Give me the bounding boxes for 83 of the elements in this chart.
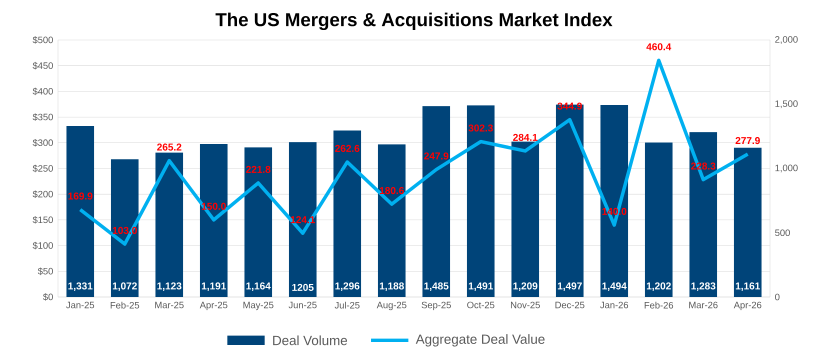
- x-tick-label: Sep-25: [422, 302, 451, 310]
- y-tick-label: $450: [32, 62, 53, 70]
- data-label: 1,497: [558, 282, 582, 291]
- data-label: 1205: [292, 284, 314, 291]
- x-tick-label: Jan-25: [66, 302, 94, 308]
- x-tick-label: May-25: [243, 302, 274, 310]
- legend-label: Aggregate Deal Value: [416, 334, 545, 347]
- data-label: 1,191: [202, 282, 226, 291]
- bar: [288, 142, 317, 297]
- data-label: 1,072: [112, 282, 137, 291]
- bar: [378, 144, 406, 297]
- data-label: 1,164: [246, 282, 271, 291]
- x-tick-label: Mar-26: [689, 302, 718, 308]
- y2-tick-label: 2,000: [775, 36, 798, 44]
- bar: [511, 142, 540, 297]
- data-label: 277.9: [736, 137, 760, 144]
- x-tick-label: Oct-25: [467, 302, 494, 308]
- data-label: 1,331: [68, 282, 92, 291]
- data-label: 265.2: [157, 144, 182, 151]
- data-label: 169.9: [68, 192, 92, 200]
- y2-tick-label: 1,000: [775, 164, 798, 172]
- x-tick-label: Apr-25: [200, 302, 228, 310]
- y-tick-label: $250: [32, 164, 53, 172]
- data-label: 1,494: [602, 282, 627, 291]
- data-label: 262.6: [335, 144, 360, 152]
- y2-tick-label: 0: [775, 294, 780, 300]
- bar: [734, 148, 762, 297]
- bar: [66, 126, 94, 297]
- x-tick-label: Jan-26: [600, 302, 628, 308]
- data-label: 221.8: [246, 166, 270, 173]
- chart-title: The US Mergers & Acquisitions Market Index: [216, 12, 612, 30]
- data-label: 1,296: [335, 282, 360, 291]
- data-label: 1,123: [157, 282, 182, 291]
- y-tick-label: $0: [43, 293, 53, 301]
- data-label: 1,209: [513, 282, 538, 291]
- data-label: 103.0: [112, 226, 137, 234]
- y-tick-label: $100: [32, 242, 53, 250]
- y-tick-label: $500: [32, 36, 53, 44]
- data-label: 247.9: [424, 152, 448, 160]
- x-tick-label: Dec-25: [555, 302, 584, 308]
- data-label: 302.3: [468, 124, 493, 132]
- data-label: 1,188: [380, 282, 404, 291]
- legend-label: Deal Volume: [273, 335, 348, 346]
- bar: [200, 144, 228, 297]
- bar: [689, 132, 718, 297]
- y2-tick-label: 1,500: [775, 100, 798, 108]
- data-label: 180.6: [380, 187, 404, 194]
- data-label: 284.1: [513, 134, 538, 141]
- data-label: 140.0: [602, 208, 626, 215]
- bar: [155, 152, 184, 297]
- data-label: 1,485: [424, 282, 448, 291]
- bar: [466, 105, 495, 297]
- bar: [422, 106, 450, 297]
- data-label: 1,161: [736, 282, 760, 291]
- x-tick-label: Jul-25: [334, 302, 360, 309]
- x-tick-label: Nov-25: [510, 302, 540, 308]
- y-tick-label: $200: [32, 190, 53, 198]
- bar: [556, 104, 584, 297]
- y-tick-label: $400: [32, 88, 53, 96]
- x-tick-label: Feb-26: [644, 302, 674, 309]
- bar: [644, 142, 673, 297]
- data-label: 460.4: [646, 43, 672, 50]
- x-tick-label: Aug-25: [376, 302, 406, 310]
- bar: [244, 147, 272, 297]
- y-tick-label: $50: [38, 268, 53, 276]
- y-tick-label: $350: [32, 113, 53, 121]
- data-label: 1,283: [691, 282, 716, 291]
- data-label: 124.1: [290, 216, 315, 224]
- bar: [110, 159, 139, 297]
- y2-tick-label: 500: [775, 229, 790, 236]
- y-tick-label: $150: [32, 216, 53, 224]
- data-label: 344.9: [557, 102, 582, 110]
- x-tick-label: Feb-25: [110, 302, 140, 309]
- x-tick-label: Jun-25: [288, 302, 317, 308]
- x-tick-label: Mar-25: [155, 302, 184, 308]
- data-label: 1,491: [468, 282, 493, 291]
- bar: [600, 105, 628, 297]
- bar: [333, 130, 362, 297]
- y-tick-label: $300: [32, 139, 53, 147]
- data-label: 228.3: [691, 162, 716, 170]
- x-tick-label: Apr-26: [734, 302, 762, 310]
- data-label: 150.0: [202, 202, 226, 210]
- data-label: 1,202: [646, 282, 671, 291]
